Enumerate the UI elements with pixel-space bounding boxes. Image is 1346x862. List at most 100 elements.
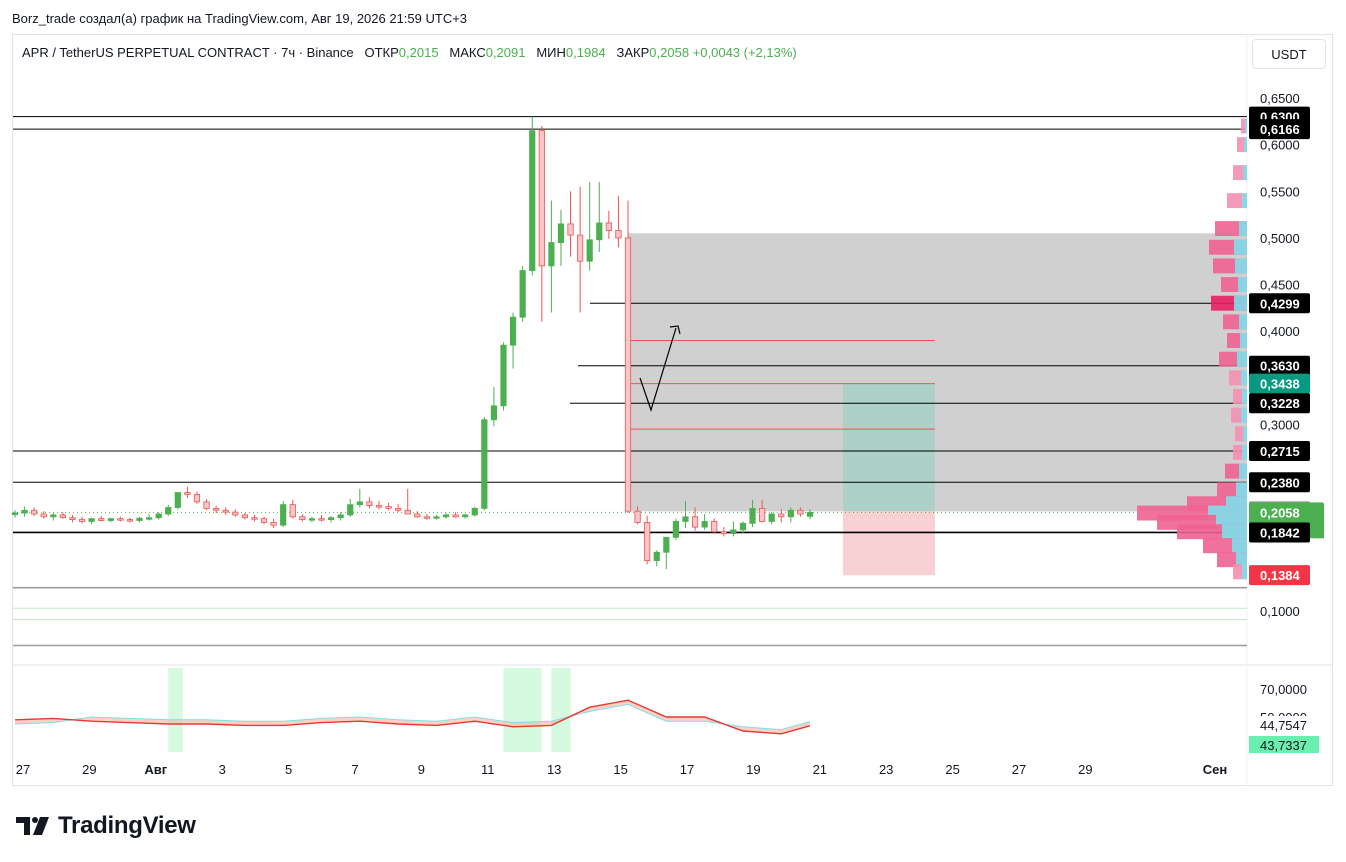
candle-body [567,223,574,236]
candle-body [308,518,316,521]
candle-body [806,511,814,517]
price-tag-bg [1249,472,1310,493]
price-tag-bg [1249,441,1310,462]
price-tag-bg [1249,373,1310,394]
candle-body [251,517,258,520]
candle-body [615,230,622,239]
candle-body [155,513,162,519]
candle-body [366,501,373,507]
symbol-legend: APR / TetherUS PERPETUAL CONTRACT · 7ч ·… [22,45,797,60]
volume-profile-bar-buy [1232,538,1247,554]
date-tick-label: Сен [1203,762,1227,777]
candle-body [577,234,584,262]
candle-body [423,516,430,519]
candle-body [222,509,229,513]
volume-profile-bar-buy [1242,389,1247,404]
candle-body [280,504,287,526]
price-tag-label: 0,3630 [1260,359,1300,374]
candle-body [787,509,794,518]
candle-body [98,518,105,521]
oscillator-tag-bg [1249,716,1319,733]
date-tick-label: 5 [285,762,292,777]
close-value: 0,2058 [649,45,690,60]
candle-body [88,518,95,522]
volume-profile-bar-buy [1239,314,1247,330]
candle-body [672,521,680,538]
candle-body [260,518,268,523]
candle-body [78,519,86,522]
candle-body [644,521,651,562]
price-tag: 0,1842 [1249,522,1310,543]
date-tick-label: 27 [1012,762,1026,777]
drawn-arrow [639,327,677,412]
price-tick-label: 0,3000 [1260,417,1300,432]
volume-profile-bar-buy [1245,118,1247,134]
candle-body [529,130,536,271]
candle-body [759,507,766,522]
candle-body [213,507,220,511]
price-tag-label: 0,2058 [1260,505,1300,520]
date-tick-label: 21 [813,762,827,777]
price-tag-label: 0,3438 [1260,377,1300,392]
volume-profile-bar-buy [1239,463,1247,479]
volume-profile-bar-buy [1239,221,1247,237]
price-tag: 0,3228 [1249,393,1310,414]
candle-body [749,507,756,524]
currency-button[interactable]: USDT [1252,39,1326,69]
high-value: 0,2091 [485,45,526,60]
candle-body [452,514,459,518]
candle-body [289,504,296,518]
candle-body [165,507,172,515]
symbol-title: APR / TetherUS PERPETUAL CONTRACT · 7ч ·… [22,45,354,60]
price-tick-label: 0,5500 [1260,184,1300,199]
price-tag: 0,6166 [1249,119,1310,140]
price-tag-label: 0,3228 [1260,396,1300,411]
position-profit-area [843,383,935,512]
price-tag-label: 0,2380 [1260,475,1300,490]
volume-profile-bar-buy [1234,239,1247,255]
volume-profile-bar [1241,118,1247,134]
price-tag-label: 0,1842 [1260,525,1300,540]
volume-profile-bar [1237,137,1247,153]
candle-body [701,521,708,528]
candle-body [241,514,248,519]
volume-profile-bar-buy [1242,564,1247,580]
date-tick-label: 23 [879,762,893,777]
price-tag-bg [1249,393,1310,414]
candle-body [548,242,555,267]
candle-body [107,518,114,521]
candle-body [203,501,210,509]
logo-text: TradingView [58,812,196,839]
low-value: 0,1984 [565,45,606,60]
price-tag: 0,3438 [1249,373,1310,394]
volume-profile-bar-buy [1236,552,1247,568]
candle-body [778,513,785,518]
price-tag-bg [1249,355,1310,376]
candle-body [318,518,325,521]
drawn-arrow-head [669,325,681,335]
price-tag: 0,3630 [1249,355,1310,376]
price-tag-label: 0,4299 [1260,296,1300,311]
price-tag-label: 0,6166 [1260,122,1300,137]
price-tag-label: 0,2715 [1260,444,1300,459]
oscillator-signal-line [14,703,811,731]
price-tag: 0,1384 [1249,565,1310,586]
price-tag: 0,2715 [1249,441,1310,462]
volume-profile-bar-buy [1240,333,1247,348]
candle-body [768,513,775,522]
candle-body [11,512,19,515]
candle-body [50,514,57,518]
high-label: МАКС [449,45,486,60]
chart-frame[interactable] [12,34,1333,786]
volume-profile-bar-buy [1237,351,1247,367]
open-value: 0,2015 [398,45,439,60]
candle-body [356,501,363,506]
candle-body [586,239,593,262]
candle-body [174,492,181,508]
oscillator-highlight [503,668,542,752]
candle-body [337,514,344,519]
volume-profile-bar-buy [1243,165,1247,181]
position-loss-area [843,511,935,576]
candle-body [471,507,478,516]
